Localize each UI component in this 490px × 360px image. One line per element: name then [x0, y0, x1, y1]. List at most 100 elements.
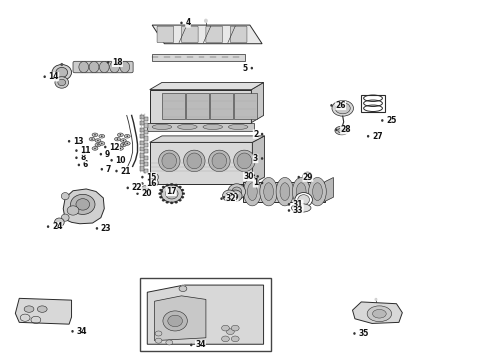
Ellipse shape — [121, 139, 126, 142]
Text: 20: 20 — [142, 189, 152, 198]
Polygon shape — [251, 82, 264, 123]
Text: 12: 12 — [109, 143, 120, 152]
Ellipse shape — [166, 340, 172, 345]
Text: 1: 1 — [253, 178, 258, 187]
Text: 13: 13 — [73, 137, 83, 146]
Ellipse shape — [170, 183, 173, 185]
FancyBboxPatch shape — [206, 26, 222, 42]
Text: 35: 35 — [358, 329, 369, 338]
Ellipse shape — [95, 139, 101, 142]
Ellipse shape — [338, 128, 345, 133]
Ellipse shape — [101, 143, 102, 144]
Ellipse shape — [374, 298, 377, 301]
Polygon shape — [147, 285, 264, 344]
Text: 8: 8 — [80, 153, 86, 162]
Bar — [144, 143, 148, 147]
Ellipse shape — [110, 62, 120, 73]
Ellipse shape — [220, 197, 223, 200]
Ellipse shape — [261, 157, 263, 160]
Text: 21: 21 — [121, 167, 131, 176]
Ellipse shape — [264, 183, 273, 201]
Ellipse shape — [77, 163, 80, 166]
Ellipse shape — [141, 176, 144, 179]
Ellipse shape — [212, 153, 227, 169]
Bar — [162, 93, 185, 119]
Ellipse shape — [163, 311, 187, 331]
Ellipse shape — [54, 218, 64, 226]
Ellipse shape — [367, 135, 369, 138]
Ellipse shape — [101, 135, 102, 137]
Ellipse shape — [126, 135, 128, 137]
Ellipse shape — [100, 168, 103, 171]
Text: 31: 31 — [293, 200, 303, 209]
Ellipse shape — [181, 284, 185, 288]
Ellipse shape — [162, 199, 165, 201]
Ellipse shape — [293, 177, 310, 206]
Ellipse shape — [178, 186, 181, 188]
Ellipse shape — [76, 199, 90, 210]
Text: 18: 18 — [112, 58, 122, 67]
Ellipse shape — [297, 176, 300, 179]
Ellipse shape — [234, 150, 255, 172]
Ellipse shape — [58, 79, 66, 86]
Ellipse shape — [335, 129, 338, 131]
Bar — [140, 115, 144, 119]
Ellipse shape — [297, 200, 300, 203]
Polygon shape — [252, 136, 265, 184]
Ellipse shape — [56, 67, 68, 77]
Ellipse shape — [162, 153, 176, 169]
Ellipse shape — [141, 182, 144, 185]
Text: 23: 23 — [101, 224, 111, 233]
Ellipse shape — [122, 140, 124, 141]
Ellipse shape — [288, 209, 290, 212]
FancyBboxPatch shape — [157, 26, 173, 42]
Ellipse shape — [151, 174, 159, 181]
Ellipse shape — [292, 204, 311, 212]
Ellipse shape — [152, 125, 171, 130]
Ellipse shape — [118, 147, 123, 150]
Ellipse shape — [126, 186, 129, 189]
Text: 26: 26 — [335, 101, 346, 110]
Ellipse shape — [162, 186, 165, 188]
Bar — [144, 136, 148, 140]
Ellipse shape — [120, 62, 130, 73]
Ellipse shape — [225, 193, 233, 199]
Ellipse shape — [94, 134, 96, 136]
Ellipse shape — [136, 192, 139, 195]
Ellipse shape — [124, 141, 130, 145]
Ellipse shape — [152, 180, 159, 186]
Ellipse shape — [203, 125, 222, 130]
Bar — [144, 162, 148, 166]
Ellipse shape — [91, 138, 93, 140]
Ellipse shape — [115, 170, 118, 172]
Ellipse shape — [89, 62, 99, 73]
Text: 24: 24 — [52, 222, 63, 231]
Ellipse shape — [155, 331, 162, 336]
Ellipse shape — [253, 174, 255, 176]
Text: 16: 16 — [147, 179, 157, 188]
Bar — [361, 95, 385, 112]
Ellipse shape — [75, 157, 77, 159]
Ellipse shape — [209, 150, 230, 172]
FancyBboxPatch shape — [73, 61, 133, 73]
Polygon shape — [150, 136, 265, 142]
Bar — [144, 168, 148, 173]
Ellipse shape — [313, 183, 322, 201]
Ellipse shape — [99, 62, 109, 73]
Bar — [150, 90, 251, 123]
Text: 28: 28 — [340, 125, 351, 134]
Ellipse shape — [159, 193, 161, 195]
Ellipse shape — [94, 148, 96, 149]
Ellipse shape — [96, 227, 98, 230]
Ellipse shape — [75, 149, 77, 152]
Ellipse shape — [24, 316, 27, 320]
Bar — [144, 156, 148, 160]
Ellipse shape — [99, 134, 105, 138]
Ellipse shape — [58, 224, 61, 227]
Ellipse shape — [244, 177, 261, 206]
Ellipse shape — [52, 64, 72, 80]
Bar — [140, 160, 144, 164]
Polygon shape — [150, 82, 264, 90]
Polygon shape — [352, 302, 402, 323]
Bar — [144, 123, 148, 128]
